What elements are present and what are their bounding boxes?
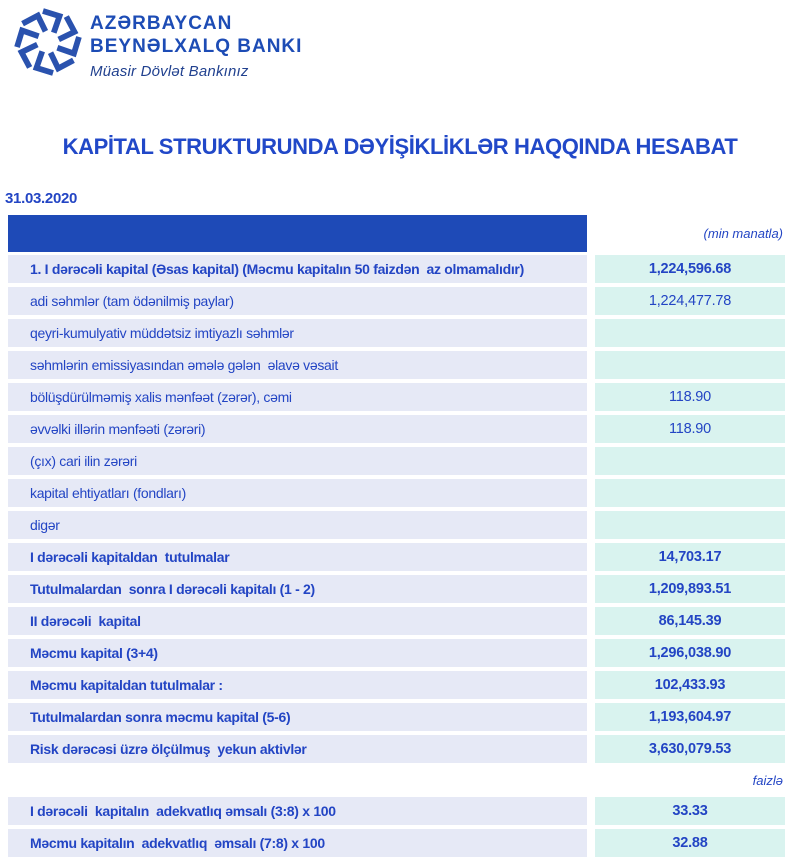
unit-note: (min manatla) — [703, 226, 783, 241]
row-label: II dərəcəli kapital — [8, 607, 587, 635]
table-row: Məcmu kapitaldan tutulmalar : 102,433.93 — [8, 671, 785, 699]
bank-name-line2: BEYNƏLXALQ BANKI — [90, 36, 303, 58]
row-value: 1,296,038.90 — [595, 639, 785, 667]
table-row: I dərəcəli kapitalın adekvatlıq əmsalı (… — [8, 797, 785, 825]
row-value: 3,630,079.53 — [595, 735, 785, 763]
row-value: 1,224,477.78 — [595, 287, 785, 315]
table-row: 1. I dərəcəli kapital (Əsas kapital) (Mə… — [8, 255, 785, 283]
row-value — [595, 511, 785, 539]
row-label: kapital ehtiyatları (fondları) — [8, 479, 587, 507]
row-value: 14,703.17 — [595, 543, 785, 571]
row-label: Tutulmalardan sonra I dərəcəli kapitalı … — [8, 575, 587, 603]
table-row: qeyri-kumulyativ müddətsiz imtiyazlı səh… — [8, 319, 785, 347]
bank-logo-icon — [14, 8, 82, 76]
row-label: I dərəcəli kapitaldan tutulmalar — [8, 543, 587, 571]
table-row: bölüşdürülməmiş xalis mənfəət (zərər), c… — [8, 383, 785, 411]
row-value — [595, 447, 785, 475]
row-label: bölüşdürülməmiş xalis mənfəət (zərər), c… — [8, 383, 587, 411]
table-row: (çıx) cari ilin zərəri — [8, 447, 785, 475]
row-label: Tutulmalardan sonra məcmu kapital (5-6) — [8, 703, 587, 731]
bank-name: AZƏRBAYCAN BEYNƏLXALQ BANKI — [90, 12, 302, 58]
row-label: Risk dərəcəsi üzrə ölçülmuş yekun aktivl… — [8, 735, 587, 763]
table-row: II dərəcəli kapital 86,145.39 — [8, 607, 785, 635]
percent-note: faizlə — [752, 772, 783, 788]
table-row: adi səhmlər (tam ödənilmiş paylar) 1,224,… — [8, 287, 785, 315]
table-header-row: (min manatla) — [8, 215, 785, 252]
table-row: Məcmu kapitalın adekvatlıq əmsalı (7:8) … — [8, 829, 785, 857]
ratio-rows: I dərəcəli kapitalın adekvatlıq əmsalı (… — [8, 797, 785, 857]
table-row: I dərəcəli kapitaldan tutulmalar 14,703.1… — [8, 543, 785, 571]
row-value: 33.33 — [595, 797, 785, 825]
row-value: 1,193,604.97 — [595, 703, 785, 731]
row-label: qeyri-kumulyativ müddətsiz imtiyazlı səh… — [8, 319, 587, 347]
row-label: Məcmu kapital (3+4) — [8, 639, 587, 667]
row-label: 1. I dərəcəli kapital (Əsas kapital) (Mə… — [8, 255, 587, 283]
main-rows: 1. I dərəcəli kapital (Əsas kapital) (Mə… — [8, 255, 785, 763]
row-value: 32.88 — [595, 829, 785, 857]
row-label: Məcmu kapitaldan tutulmalar : — [8, 671, 587, 699]
table-row: kapital ehtiyatları (fondları) — [8, 479, 785, 507]
row-value — [595, 351, 785, 379]
report-date: 31.03.2020 — [5, 190, 78, 207]
table-row: səhmlərin emissiyasından əmələ gələn əla… — [8, 351, 785, 379]
table-row: Risk dərəcəsi üzrə ölçülmuş yekun aktivl… — [8, 735, 785, 763]
table-row: Tutulmalardan sonra I dərəcəli kapitalı … — [8, 575, 785, 603]
table-row: Məcmu kapital (3+4) 1,296,038.90 — [8, 639, 785, 667]
capital-table: (min manatla) 1. I dərəcəli kapital (Əsa… — [8, 215, 785, 861]
row-value: 118.90 — [595, 415, 785, 443]
row-value: 86,145.39 — [595, 607, 785, 635]
row-label: adi səhmlər (tam ödənilmiş paylar) — [8, 287, 587, 315]
row-value — [595, 319, 785, 347]
row-label: Məcmu kapitalın adekvatlıq əmsalı (7:8) … — [8, 829, 587, 857]
table-header-bar — [8, 215, 587, 252]
row-label: əvvəlki illərin mənfəəti (zərəri) — [8, 415, 587, 443]
report-title: KAPİTAL STRUKTURUNDA DƏYİŞİKLİKLƏR HAQQI… — [62, 134, 738, 159]
row-label: səhmlərin emissiyasından əmələ gələn əla… — [8, 351, 587, 379]
row-value — [595, 479, 785, 507]
row-value: 1,209,893.51 — [595, 575, 785, 603]
bank-name-line1: AZƏRBAYCAN — [90, 13, 233, 34]
table-row: digər — [8, 511, 785, 539]
row-label: (çıx) cari ilin zərəri — [8, 447, 587, 475]
row-value: 118.90 — [595, 383, 785, 411]
row-value: 1,224,596.68 — [595, 255, 785, 283]
table-row: əvvəlki illərin mənfəəti (zərəri) 118.90 — [8, 415, 785, 443]
bank-text-block: AZƏRBAYCAN BEYNƏLXALQ BANKI Müasir Dövlə… — [90, 12, 302, 80]
row-label: digər — [8, 511, 587, 539]
row-value: 102,433.93 — [595, 671, 785, 699]
table-row: Tutulmalardan sonra məcmu kapital (5-6) 1… — [8, 703, 785, 731]
row-label: I dərəcəli kapitalın adekvatlıq əmsalı (… — [8, 797, 587, 825]
bank-tagline: Müasir Dövlət Bankınız — [90, 63, 249, 81]
